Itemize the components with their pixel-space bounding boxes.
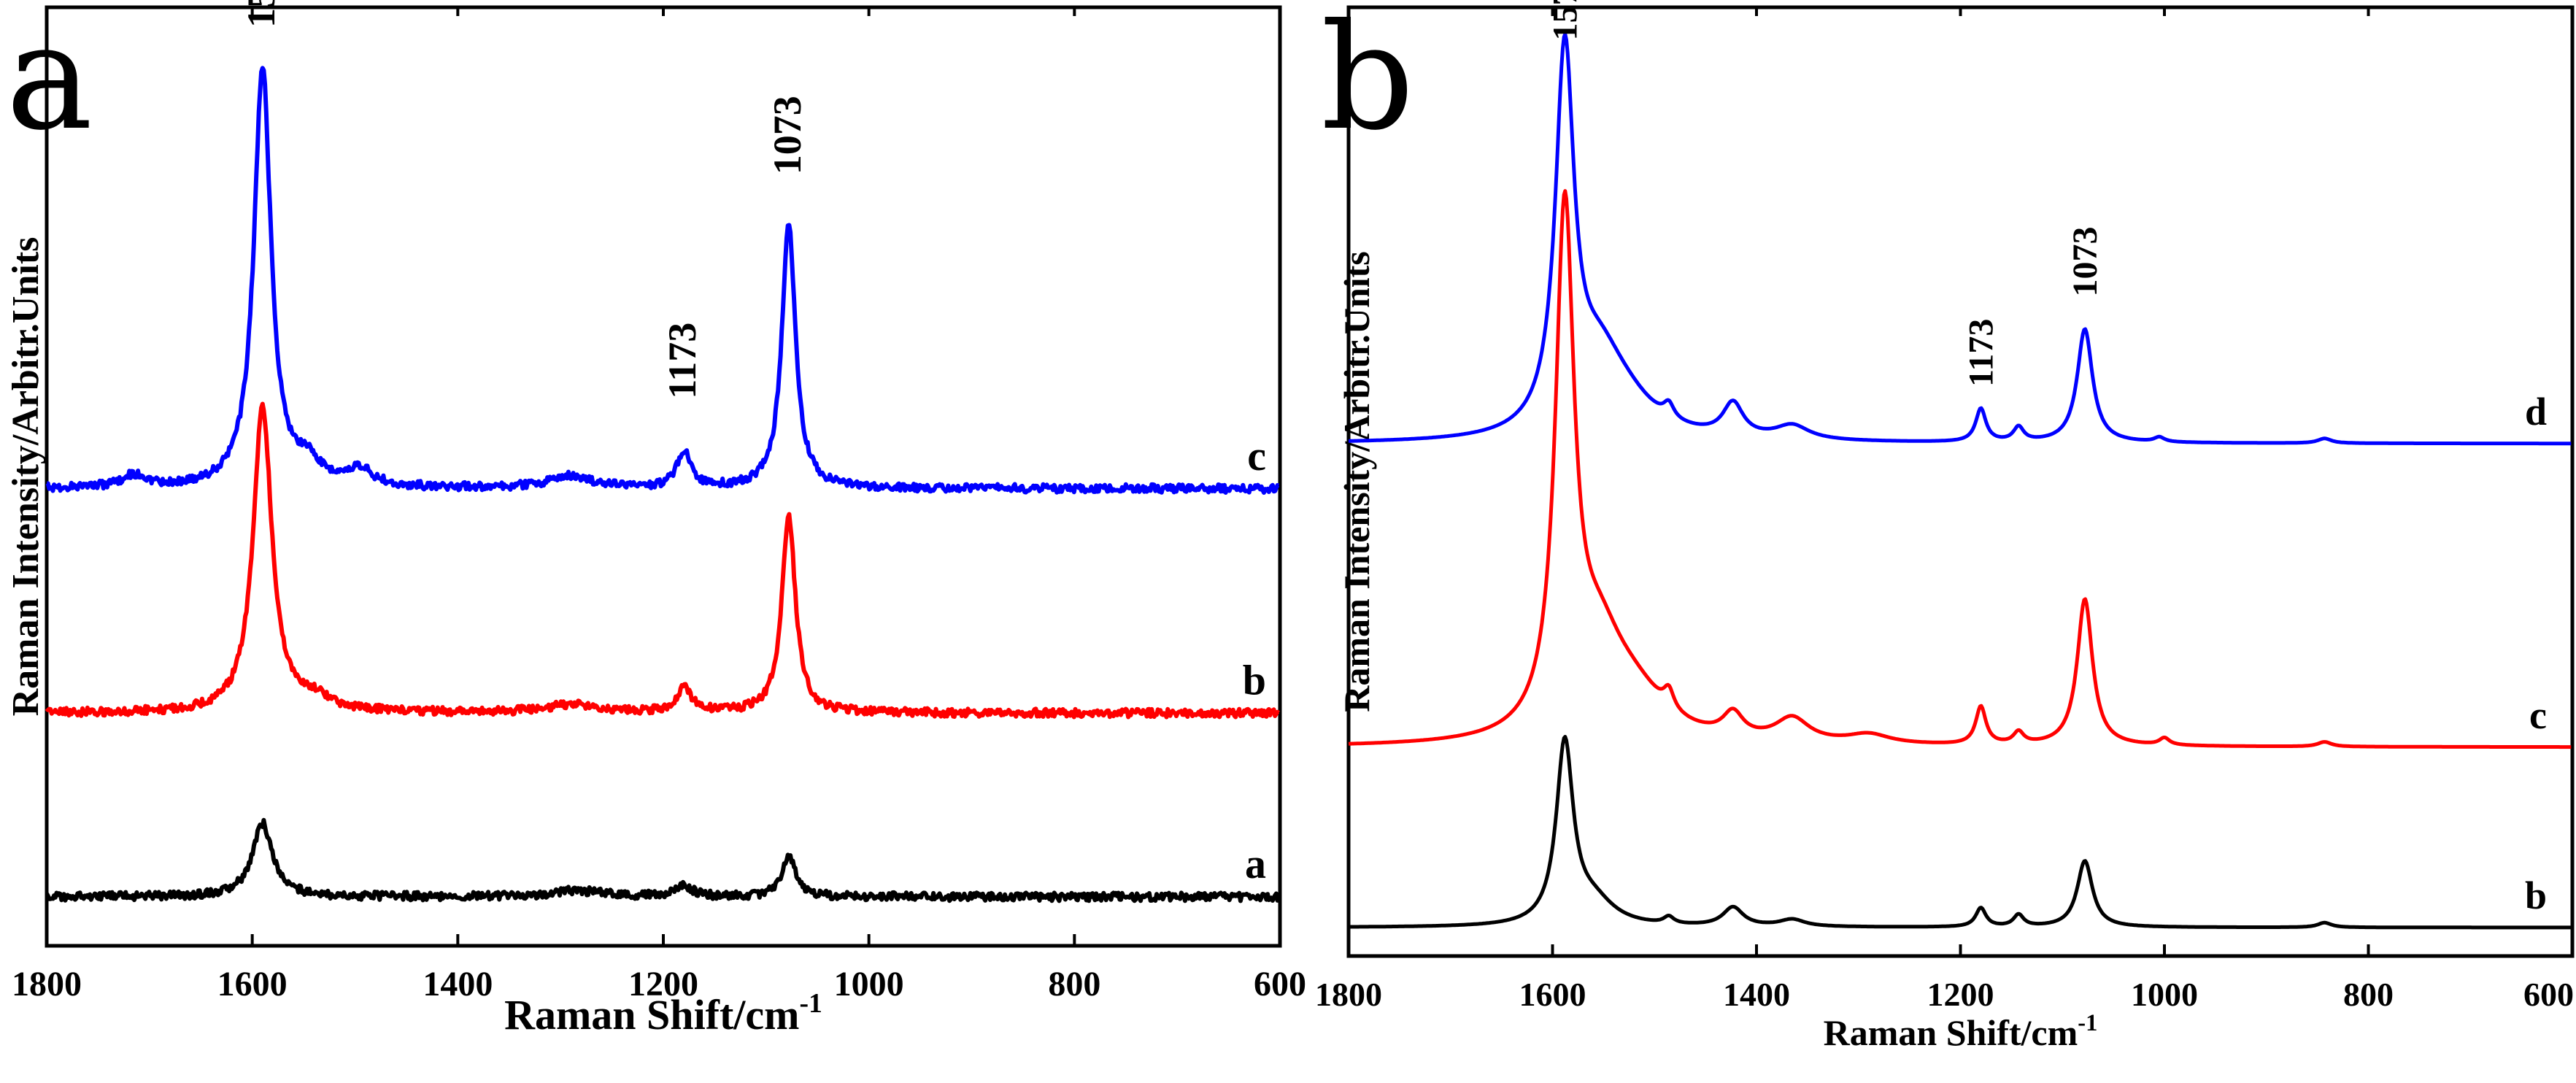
series-a-label: a xyxy=(1245,840,1266,887)
x-tick-label: 800 xyxy=(1048,965,1100,1003)
x-tick-label: 600 xyxy=(2523,976,2574,1013)
peak-annotation-1073: 1073 xyxy=(2066,227,2105,297)
series-d-line xyxy=(1348,32,2572,446)
series-c-label: c xyxy=(1247,432,1266,479)
peak-annotation-1173: 1173 xyxy=(1962,319,2000,387)
y-axis-label: Raman Intensity/Arbitr.Units xyxy=(1336,251,1377,712)
series-c-label: c xyxy=(2529,693,2547,737)
x-tick-label: 1600 xyxy=(217,965,288,1003)
x-axis-label: Raman Shift/cm-1 xyxy=(504,988,822,1038)
y-axis-label: Raman Intensity/Arbitr.Units xyxy=(5,237,47,717)
series-a-line xyxy=(45,817,1280,903)
series-d-label: d xyxy=(2525,390,2547,433)
series-b-label: b xyxy=(2525,874,2547,917)
peak-annotation-1173: 1173 xyxy=(660,323,704,399)
panel-b-letter: b xyxy=(1321,0,1414,163)
x-tick-label: 1400 xyxy=(423,965,493,1003)
x-tick-label: 1000 xyxy=(2131,976,2198,1013)
peak-annotation-1575: 1575 xyxy=(1546,0,1584,41)
x-tick-label: 1800 xyxy=(1315,976,1382,1013)
x-axis-label: Raman Shift/cm-1 xyxy=(1824,1010,2098,1053)
series-b-line xyxy=(45,401,1280,720)
x-tick-label: 600 xyxy=(1254,965,1306,1003)
plot-frame xyxy=(1346,5,2575,958)
peak-annotation-1073: 1073 xyxy=(766,96,809,174)
x-tick-label: 1600 xyxy=(1519,976,1586,1013)
series-b-line xyxy=(1348,735,2572,930)
panel-a: a 1800 1600 1400 1200 1000 800 600 Raman Shift/… xyxy=(5,0,1306,1038)
panel-b: b 1800 1600 1400 1200 1000 800 600 Raman Shift/… xyxy=(1315,0,2575,1053)
x-tick-label: 1200 xyxy=(1927,976,1994,1013)
x-tick-label: 800 xyxy=(2343,976,2394,1013)
series-b-label: b xyxy=(1243,656,1266,704)
x-tick-label: 1400 xyxy=(1723,976,1790,1013)
series-c-line xyxy=(1348,189,2572,749)
series-c-line xyxy=(45,66,1280,495)
peak-annotation-1575: 1575 xyxy=(239,0,283,28)
plot-frame xyxy=(45,5,1282,948)
x-tick-label: 1200 xyxy=(628,965,698,1003)
panel-a-letter: a xyxy=(6,0,93,163)
x-tick-label: 1800 xyxy=(12,965,82,1003)
x-tick-label: 1000 xyxy=(834,965,904,1003)
